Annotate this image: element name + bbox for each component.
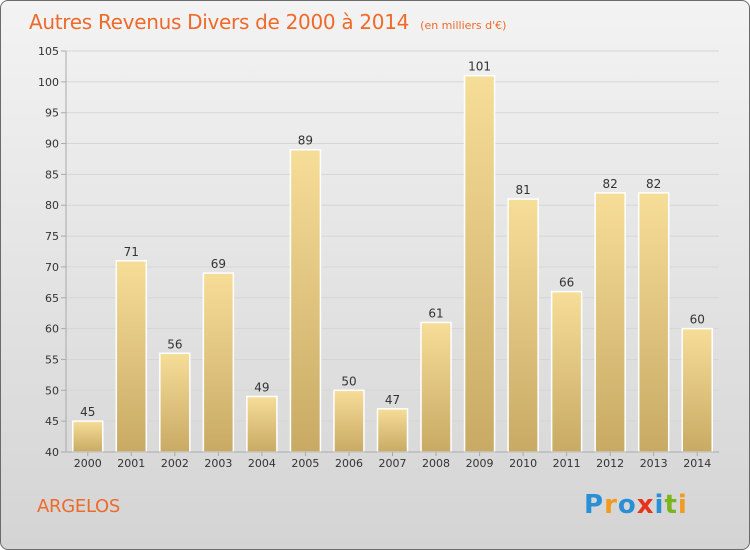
x-tick-label: 2000 [74,457,102,470]
y-tick-label: 75 [45,230,59,243]
y-tick-label: 80 [45,199,59,212]
bar-value-label: 101 [468,60,491,74]
y-tick-label: 95 [45,107,59,120]
brand-letter: P [584,490,605,520]
bar-value-label: 71 [124,245,139,259]
bar-2003 [202,272,235,453]
y-tick-label: 65 [45,292,59,305]
y-tick-label: 100 [38,76,59,89]
chart-unit: (en milliers d'€) [420,19,507,32]
y-tick-label: 85 [45,168,59,181]
bar-2005 [289,148,322,453]
bar-2012 [594,192,626,453]
bar-2007 [376,408,409,453]
bar-value-label: 89 [298,134,313,148]
x-tick-label: 2004 [248,457,276,470]
x-tick-label: 2009 [466,457,494,470]
x-tick-label: 2005 [291,457,319,470]
brand-logo: Proxiti [584,490,688,520]
bar-2013 [637,192,670,453]
chart-title: Autres Revenus Divers de 2000 à 2014 (en… [29,10,506,34]
bar-value-label: 82 [646,177,661,191]
bar-2006 [333,389,365,453]
x-tick-label: 2013 [640,457,668,470]
bar-value-label: 69 [211,257,226,271]
y-tick-label: 105 [38,45,59,58]
x-tick-label: 2001 [117,457,145,470]
bar-value-label: 82 [603,177,618,191]
bar-2014 [681,327,713,453]
bar-value-label: 56 [167,337,182,351]
bars: 45 71 56 69 49 89 50 47 61 101 81 66 82 82 60 [72,60,713,453]
bar-value-label: 61 [428,306,443,320]
x-tick-label: 2014 [683,457,711,470]
brand-letter: i [677,490,688,520]
brand-letter: i [654,490,665,520]
x-tick-label: 2002 [161,457,189,470]
axes: 40 45 50 55 60 65 70 75 80 85 90 95 100 105 2000 2001 20… [38,45,719,470]
bar-2002 [159,352,191,453]
bar-2011 [550,290,583,453]
bar-value-label: 45 [80,405,95,419]
x-tick-label: 2011 [553,457,581,470]
x-tick-label: 2010 [509,457,537,470]
bar-2008 [420,321,452,453]
brand-letter: r [604,490,618,520]
y-tick-label: 45 [45,415,59,428]
bar-value-label: 47 [385,393,400,407]
bar-2004 [246,395,278,453]
bar-value-label: 50 [341,374,356,388]
x-tick-label: 2008 [422,457,450,470]
bar-2010 [507,198,539,453]
chart-title-text: Autres Revenus Divers de 2000 à 2014 [29,10,410,34]
brand-letter: t [664,490,678,520]
brand-letter: x [636,490,655,520]
bar-2000 [72,420,104,453]
x-tick-label: 2012 [596,457,624,470]
bar-2001 [115,260,148,453]
bar-value-label: 66 [559,276,574,290]
x-tick-label: 2007 [379,457,407,470]
bar-2009 [463,74,496,453]
brand-letter: o [617,490,637,520]
bar-value-label: 81 [515,183,530,197]
x-tick-label: 2006 [335,457,363,470]
y-tick-label: 50 [45,384,59,397]
y-tick-label: 40 [45,446,59,459]
bar-value-label: 49 [254,380,269,394]
location-label: ARGELOS [37,496,121,517]
bar-value-label: 60 [690,313,705,327]
y-tick-label: 55 [45,353,59,366]
y-tick-label: 60 [45,323,59,336]
x-tick-label: 2003 [204,457,232,470]
y-tick-label: 70 [45,261,59,274]
y-tick-label: 90 [45,138,59,151]
